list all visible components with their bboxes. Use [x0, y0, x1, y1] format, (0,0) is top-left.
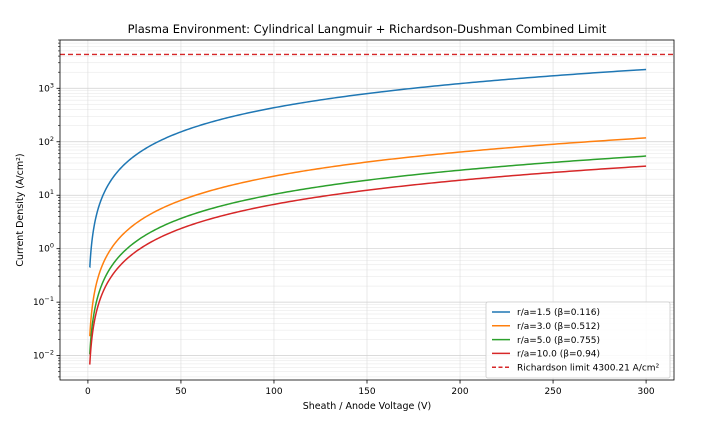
y-tick-base: 10 — [33, 352, 45, 362]
y-tick-exponent: 3 — [50, 81, 54, 89]
x-tick-label: 150 — [358, 387, 375, 397]
y-tick-label: 103 — [38, 81, 54, 94]
series-line — [89, 165, 647, 365]
legend-entry: r/a=5.0 (β=0.755) — [517, 336, 600, 346]
x-tick-label: 250 — [544, 387, 561, 397]
x-tick-label: 200 — [451, 387, 468, 397]
y-tick-base: 10 — [38, 245, 50, 255]
y-tick-base: 10 — [38, 191, 50, 201]
y-tick-label: 10−2 — [33, 349, 54, 362]
y-tick-exponent: −2 — [44, 349, 54, 357]
x-tick-label: 100 — [265, 387, 282, 397]
y-tick-base: 10 — [38, 84, 50, 94]
y-tick-exponent: 1 — [50, 188, 54, 196]
legend-entry: Richardson limit 4300.21 A/cm² — [517, 363, 660, 373]
y-tick-base: 10 — [38, 138, 50, 148]
x-tick-label: 300 — [637, 387, 654, 397]
legend: r/a=1.5 (β=0.116) r/a=3.0 (β=0.512) r/a=5.… — [485, 301, 671, 379]
x-axis: 0 50 100 150 200 250 300 — [85, 380, 655, 397]
y-tick-label: 102 — [38, 135, 54, 148]
y-tick-label: 101 — [38, 188, 54, 201]
y-tick-label: 100 — [38, 242, 54, 255]
chart-title: Plasma Environment: Cylindrical Langmuir… — [128, 22, 607, 36]
legend-entry: r/a=1.5 (β=0.116) — [517, 308, 600, 318]
legend-entry: r/a=3.0 (β=0.512) — [517, 322, 600, 332]
y-tick-exponent: 2 — [50, 135, 54, 143]
series-line — [89, 68, 647, 268]
legend-entry: r/a=10.0 (β=0.94) — [517, 350, 600, 360]
x-tick-label: 0 — [85, 387, 91, 397]
series-line — [89, 137, 647, 337]
y-tick-exponent: 0 — [50, 242, 54, 250]
x-axis-label: Sheath / Anode Voltage (V) — [303, 401, 432, 412]
y-tick-label: 10−1 — [33, 295, 54, 308]
series-group — [60, 53, 674, 365]
y-tick-base: 10 — [33, 298, 45, 308]
y-axis-label: Current Density (A/cm²) — [15, 153, 26, 266]
y-tick-exponent: −1 — [44, 295, 54, 303]
series-line — [89, 155, 647, 355]
legend-box — [485, 301, 671, 379]
x-tick-label: 50 — [175, 387, 187, 397]
